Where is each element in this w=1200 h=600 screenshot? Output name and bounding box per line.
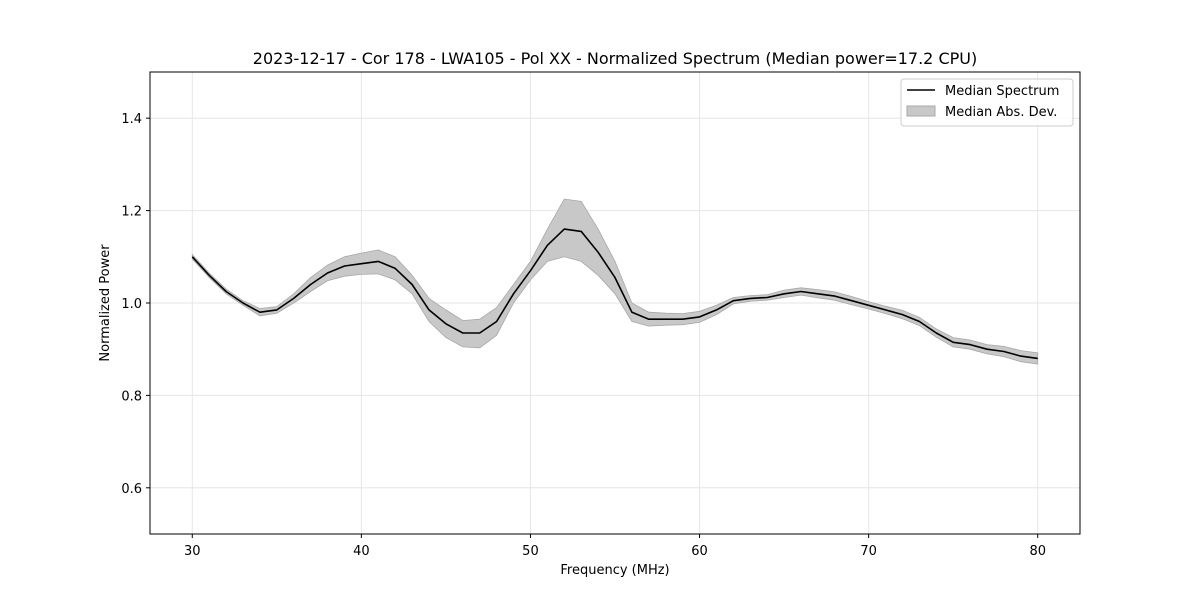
x-tick-label: 60 [691, 544, 708, 559]
y-axis-label: Normalized Power [98, 244, 113, 362]
median-line [191, 228, 1038, 360]
x-tick-label: 50 [522, 544, 539, 559]
y-tick-label: 1.4 [121, 112, 142, 127]
legend-box [900, 78, 1074, 127]
y-tick-label: 0.6 [121, 482, 142, 497]
x-tick-label: 80 [1029, 544, 1046, 559]
x-tick-label: 30 [184, 544, 201, 559]
ticks: 30 40 50 60 70 80 0.6 0.8 1.0 1.2 1.4 [121, 112, 1046, 559]
chart-title: 2023-12-17 - Cor 178 - LWA105 - Pol XX -… [253, 49, 977, 68]
legend-band-swatch [906, 105, 936, 117]
y-tick-label: 1.2 [121, 205, 142, 220]
y-tick-label: 0.8 [121, 389, 142, 404]
x-tick-label: 40 [353, 544, 370, 559]
median-spectrum-line [191, 228, 1038, 360]
mad-band-area [191, 198, 1039, 365]
legend: Median Spectrum Median Abs. Dev. [900, 78, 1074, 127]
x-axis-label: Frequency (MHz) [560, 563, 669, 578]
x-tick-label: 70 [860, 544, 877, 559]
y-tick-label: 1.0 [121, 297, 142, 312]
legend-label-mad: Median Abs. Dev. [945, 105, 1057, 120]
legend-label-median: Median Spectrum [945, 84, 1059, 99]
mad-band [191, 198, 1039, 365]
